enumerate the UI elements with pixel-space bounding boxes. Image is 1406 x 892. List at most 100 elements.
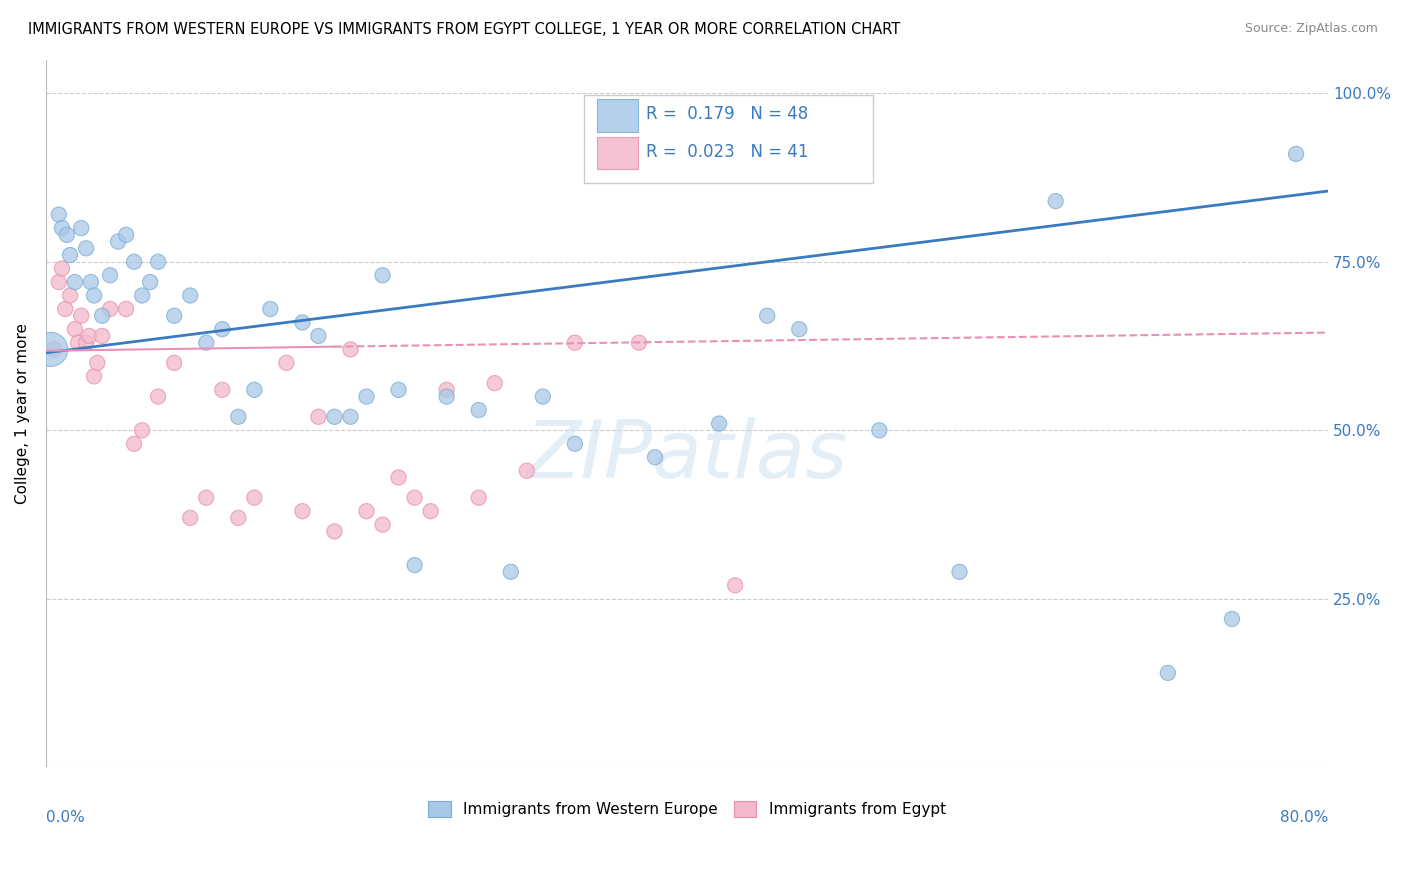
Point [77,329,100,343]
Text: R =  0.179   N = 48: R = 0.179 N = 48 [645,105,808,123]
Point [53,301,76,316]
Point [131,423,153,437]
Point [436,383,458,397]
Point [51,261,73,276]
Point [59,248,82,262]
Point [1220,612,1243,626]
Point [307,329,329,343]
Point [564,335,586,350]
Point [484,376,506,390]
Point [707,417,730,431]
Point [70,221,93,235]
Point [356,504,378,518]
Point [339,409,361,424]
Point [63,322,86,336]
Point [627,335,650,350]
Point [122,254,145,268]
Point [226,409,249,424]
Point [1045,194,1067,208]
Point [39,343,62,357]
Point [404,491,426,505]
Point [75,335,97,350]
Point [98,301,121,316]
Point [371,517,394,532]
Point [868,423,890,437]
Point [226,511,249,525]
Point [436,390,458,404]
Point [307,409,329,424]
Y-axis label: College, 1 year or more: College, 1 year or more [15,323,30,504]
Point [499,565,522,579]
Point [195,335,218,350]
Point [419,504,441,518]
Text: R =  0.023   N = 41: R = 0.023 N = 41 [645,143,808,161]
Point [146,390,169,404]
Point [115,301,138,316]
Point [139,275,162,289]
Point [51,221,73,235]
Point [66,335,89,350]
Point [467,491,489,505]
Point [163,309,186,323]
Point [787,322,810,336]
Point [644,450,666,465]
Point [115,227,138,242]
Point [63,275,86,289]
Point [91,309,114,323]
Point [387,470,409,484]
Point [371,268,394,283]
Point [276,356,298,370]
Point [291,315,314,329]
FancyBboxPatch shape [598,99,638,132]
Point [211,322,233,336]
Point [531,390,554,404]
Point [339,343,361,357]
Point [356,390,378,404]
Point [122,436,145,450]
Point [83,369,105,384]
Point [564,436,586,450]
Point [83,288,105,302]
Point [179,511,201,525]
FancyBboxPatch shape [585,95,873,184]
Point [146,254,169,268]
Point [323,524,346,539]
Point [243,491,266,505]
Point [467,403,489,417]
Legend: Immigrants from Western Europe, Immigrants from Egypt: Immigrants from Western Europe, Immigran… [422,795,952,823]
Point [42,343,65,357]
Point [724,578,747,592]
Point [98,268,121,283]
Point [75,241,97,255]
Text: 80.0%: 80.0% [1279,810,1329,825]
Text: IMMIGRANTS FROM WESTERN EUROPE VS IMMIGRANTS FROM EGYPT COLLEGE, 1 YEAR OR MORE : IMMIGRANTS FROM WESTERN EUROPE VS IMMIGR… [28,22,900,37]
Point [70,309,93,323]
Point [131,288,153,302]
Point [91,329,114,343]
Point [195,491,218,505]
Point [516,464,538,478]
Point [948,565,970,579]
FancyBboxPatch shape [598,136,638,169]
Text: Source: ZipAtlas.com: Source: ZipAtlas.com [1244,22,1378,36]
Point [404,558,426,572]
Point [291,504,314,518]
Text: ZIPatlas: ZIPatlas [526,417,848,495]
Point [48,275,70,289]
Point [179,288,201,302]
Point [387,383,409,397]
Point [259,301,281,316]
Point [59,288,82,302]
Point [243,383,266,397]
Point [48,208,70,222]
Point [86,356,108,370]
Point [1157,665,1180,680]
Point [107,235,129,249]
Point [163,356,186,370]
Point [211,383,233,397]
Text: 0.0%: 0.0% [46,810,84,825]
Point [56,227,79,242]
Point [80,275,103,289]
Point [1285,147,1308,161]
Point [756,309,779,323]
